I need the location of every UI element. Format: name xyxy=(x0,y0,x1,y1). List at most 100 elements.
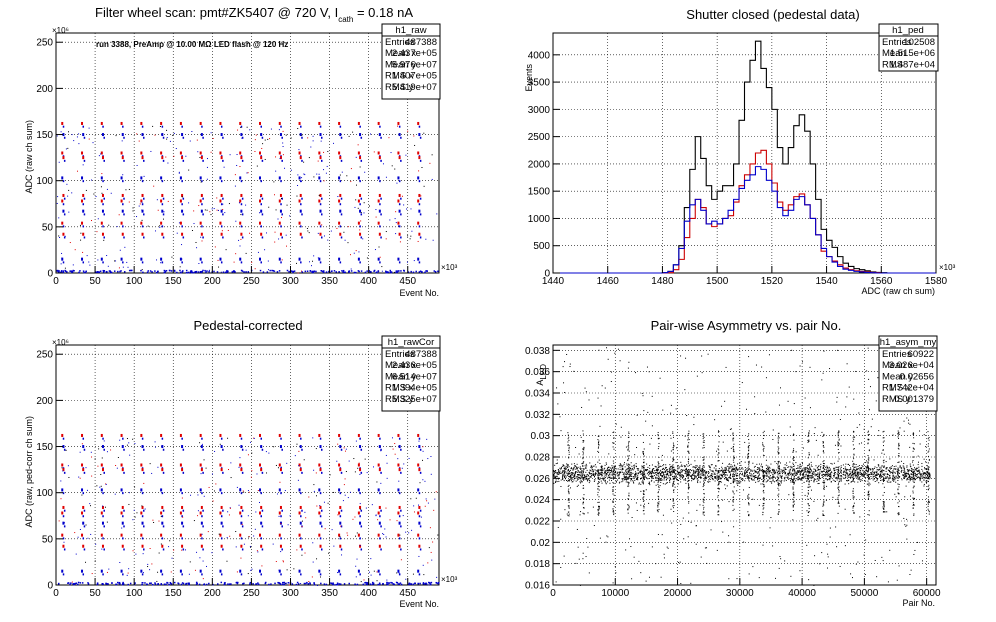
asym-point xyxy=(862,470,864,472)
rawcor-point xyxy=(384,528,386,530)
asym-point xyxy=(606,469,608,471)
raw-point xyxy=(162,197,165,200)
asym-point xyxy=(895,475,897,477)
asym-point xyxy=(785,479,787,481)
rawcor-point xyxy=(147,563,149,565)
asym-point xyxy=(840,466,842,468)
asym-point xyxy=(677,464,679,466)
raw-point xyxy=(195,271,198,274)
rawcor-point xyxy=(239,433,242,437)
rawcor-point xyxy=(405,531,407,533)
asym-point xyxy=(557,473,559,475)
asym-point xyxy=(923,479,925,481)
asym-point xyxy=(597,509,599,511)
rawcor-point xyxy=(296,549,298,551)
asym-point xyxy=(928,484,930,486)
asym-point xyxy=(601,471,603,473)
rawcor-point xyxy=(397,533,400,537)
asym-point xyxy=(905,485,907,487)
rawcor-point xyxy=(106,583,108,585)
asym-point xyxy=(629,471,631,473)
rawcor-point xyxy=(418,468,421,472)
asym-point xyxy=(741,468,743,470)
rawcor-point xyxy=(259,488,262,492)
asym-point xyxy=(610,474,612,476)
raw-point xyxy=(228,203,230,205)
asym-point xyxy=(909,475,911,477)
asym-point xyxy=(880,479,882,481)
rawcor-point xyxy=(161,492,164,495)
asym-point xyxy=(637,474,639,476)
raw-point xyxy=(360,136,363,139)
asym-point xyxy=(739,470,741,472)
raw-point xyxy=(318,121,321,125)
asym-point xyxy=(754,465,756,467)
raw-point xyxy=(255,134,257,136)
asym-point xyxy=(728,467,730,469)
raw-point xyxy=(312,271,315,273)
rawcor-point xyxy=(323,501,325,503)
asym-point xyxy=(916,474,918,476)
asym-point xyxy=(662,472,664,474)
asym-point xyxy=(802,477,804,479)
asym-point xyxy=(861,473,863,475)
rawcor-point xyxy=(240,445,243,449)
asym-point xyxy=(725,468,727,470)
rawcor-point xyxy=(298,433,301,437)
asym-point xyxy=(681,476,683,478)
rawcor-point xyxy=(100,511,103,515)
raw-point xyxy=(167,162,169,164)
asym-point xyxy=(614,471,616,473)
rawcor-point xyxy=(397,433,400,437)
asym-point xyxy=(780,482,782,484)
asym-point xyxy=(693,478,695,480)
raw-point xyxy=(109,271,112,273)
raw-point xyxy=(141,219,143,221)
asym-point xyxy=(849,469,851,471)
asym-point xyxy=(753,472,755,474)
raw-point xyxy=(374,249,376,251)
rawcor-point xyxy=(382,582,384,585)
rawcor-point xyxy=(202,509,204,512)
asym-point xyxy=(863,467,865,469)
rawcor-point xyxy=(301,554,303,556)
asym-point xyxy=(629,475,631,477)
asym-point xyxy=(607,467,609,469)
raw-point xyxy=(249,129,251,131)
asym-point xyxy=(714,473,716,475)
asym-point xyxy=(819,477,821,479)
asym-point xyxy=(835,477,837,479)
asym-point xyxy=(852,460,854,462)
rawcor-point xyxy=(140,511,143,515)
rawcor-point xyxy=(95,543,97,545)
asym-point xyxy=(624,466,626,468)
raw-point xyxy=(199,221,202,225)
asym-point xyxy=(633,482,635,484)
ped-histograms xyxy=(553,40,936,274)
asym-point xyxy=(892,471,894,473)
asym-point xyxy=(598,440,600,442)
raw-point xyxy=(281,259,283,261)
raw-point xyxy=(321,224,323,226)
asym-point xyxy=(664,470,666,472)
asym-point xyxy=(791,479,793,481)
asym-point xyxy=(884,478,886,480)
asym-point xyxy=(669,481,671,483)
raw-point xyxy=(358,251,360,253)
raw-point xyxy=(220,209,223,213)
raw-point xyxy=(418,203,421,206)
rawcor-point xyxy=(200,505,203,509)
asym-point xyxy=(695,471,697,473)
raw-point xyxy=(83,159,86,162)
rawcor-point xyxy=(180,583,183,586)
rawcor-point xyxy=(83,548,86,551)
raw-point xyxy=(198,271,200,273)
raw-point xyxy=(312,135,314,137)
rawcor-point xyxy=(58,520,60,522)
rawcor-point xyxy=(220,537,223,540)
asym-point xyxy=(608,474,610,476)
raw-point xyxy=(97,259,99,261)
asym-point xyxy=(568,439,570,441)
asym-point xyxy=(579,466,581,468)
asym-point xyxy=(593,470,595,472)
